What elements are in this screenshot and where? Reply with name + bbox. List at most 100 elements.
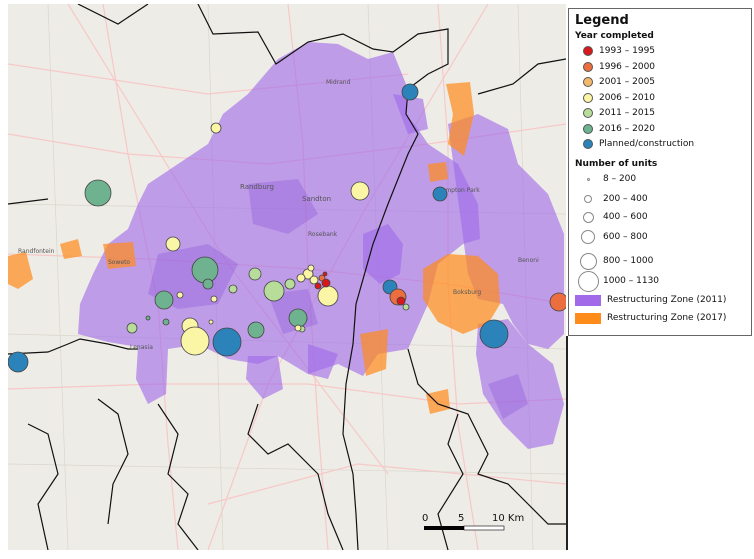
municipal-boundaries: [8, 4, 566, 550]
legend-year-label: Planned/construction: [599, 139, 695, 149]
legend-year-label: 2011 – 2015: [599, 108, 656, 118]
legend-zone-label: Restructuring Zone (2017): [607, 313, 727, 323]
legend-zone-swatch: [575, 295, 601, 306]
svg-text:Soweto: Soweto: [108, 259, 130, 266]
legend-units-swatch: [579, 252, 597, 270]
legend-year-swatch: [583, 61, 593, 72]
svg-text:Randfontein: Randfontein: [18, 248, 55, 255]
svg-text:Sandton: Sandton: [302, 195, 331, 203]
legend-units-item: 8 – 200: [569, 171, 753, 195]
development-point: [549, 292, 566, 312]
legend-year-item: 2016 – 2020: [569, 121, 753, 137]
development-point: [228, 284, 238, 294]
svg-text:Kempton Park: Kempton Park: [438, 187, 480, 194]
development-point: [350, 181, 370, 201]
scale-tick-5: 5: [458, 513, 464, 524]
development-point: [210, 122, 222, 134]
legend-units-label: 200 – 400: [603, 194, 648, 204]
development-point: [208, 319, 214, 325]
legend-year-item: Planned/construction: [569, 136, 753, 152]
legend-year-swatch: [583, 46, 593, 56]
legend-zone-label: Restructuring Zone (2011): [607, 295, 727, 305]
legend-year-swatch: [583, 92, 593, 103]
development-point: [321, 278, 331, 288]
development-point: [247, 321, 265, 339]
map-canvas[interactable]: Randburg Sandton Midrand Rosebank Kempto…: [8, 4, 566, 550]
development-point: [432, 186, 448, 202]
scale-tick-0: 0: [422, 513, 428, 524]
development-point: [317, 285, 339, 307]
legend-units-item: 400 – 600: [569, 209, 753, 233]
legend-year-heading: Year completed: [575, 31, 654, 41]
restructuring-zone-2017: [8, 82, 500, 414]
development-point: [307, 264, 315, 272]
legend-year-label: 2016 – 2020: [599, 123, 656, 134]
development-point: [322, 271, 328, 277]
legend-zone-swatch: [575, 313, 601, 324]
legend-units-label: 1000 – 1130: [603, 276, 660, 286]
svg-text:Boksburg: Boksburg: [453, 289, 481, 296]
svg-text:Randburg: Randburg: [240, 183, 274, 191]
development-point: [145, 315, 151, 321]
legend-year-swatch: [583, 123, 593, 134]
legend-year-label: 1996 – 2000: [599, 61, 656, 72]
legend-title: Legend: [575, 13, 629, 28]
legend-units-swatch: [577, 270, 599, 292]
development-point: [309, 275, 319, 285]
svg-text:Rosebank: Rosebank: [308, 231, 338, 238]
development-point: [212, 327, 242, 357]
developments: [8, 83, 566, 373]
development-point: [396, 296, 406, 306]
development-point: [180, 326, 210, 356]
development-point: [479, 319, 509, 349]
legend-year-item: 2001 – 2005: [569, 74, 753, 90]
legend-units-swatch: [582, 211, 594, 223]
svg-text:Benoni: Benoni: [518, 257, 539, 264]
zone-texture: [148, 179, 528, 419]
svg-text:Lenasia: Lenasia: [130, 344, 153, 351]
legend-units-item: 1000 – 1130: [569, 270, 753, 294]
legend-units-label: 600 – 800: [603, 232, 648, 242]
development-point: [248, 267, 262, 281]
legend-units-label: 400 – 600: [603, 212, 648, 222]
development-point: [165, 236, 181, 252]
development-point: [314, 282, 322, 290]
development-point: [294, 324, 302, 332]
legend-year-item: 1993 – 1995: [569, 43, 753, 59]
legend-year-label: 1993 – 1995: [599, 46, 656, 56]
development-point: [162, 318, 170, 326]
development-point: [202, 278, 214, 290]
development-point: [284, 278, 296, 290]
scale-bar: 0 5 10 Km: [422, 513, 524, 531]
development-point: [401, 83, 419, 101]
legend-year-swatch: [583, 139, 593, 149]
development-point: [288, 308, 308, 328]
frame-edge: [566, 336, 568, 550]
legend-units-label: 8 – 200: [603, 174, 637, 184]
legend-units-label: 800 – 1000: [603, 256, 654, 266]
development-point: [126, 322, 138, 334]
development-point: [176, 291, 184, 299]
legend-units-heading: Number of units: [575, 159, 658, 169]
legend-year-label: 2006 – 2010: [599, 92, 656, 103]
legend-units-swatch: [584, 195, 592, 203]
legend-units-item: 600 – 800: [569, 229, 753, 253]
legend-year-item: 2006 – 2010: [569, 90, 753, 106]
development-point: [8, 351, 29, 373]
place-labels: Randburg Sandton Midrand Rosebank Kempto…: [18, 79, 539, 351]
svg-text:Midrand: Midrand: [326, 79, 351, 86]
legend-year-item: 1996 – 2000: [569, 59, 753, 75]
legend-units-swatch: [586, 177, 590, 181]
development-point: [402, 303, 410, 311]
scale-tick-10: 10 Km: [492, 513, 524, 524]
development-point: [296, 273, 306, 283]
legend-year-item: 2011 – 2015: [569, 105, 753, 121]
legend-year-label: 2001 – 2005: [599, 77, 656, 87]
legend-units-item: 200 – 400: [569, 191, 753, 215]
development-point: [154, 290, 174, 310]
development-point: [84, 179, 112, 207]
development-point: [210, 295, 218, 303]
legend-panel: Legend Year completed 1993 – 1995 1996 – …: [568, 8, 752, 336]
development-point: [263, 280, 285, 302]
legend-year-swatch: [583, 108, 593, 118]
